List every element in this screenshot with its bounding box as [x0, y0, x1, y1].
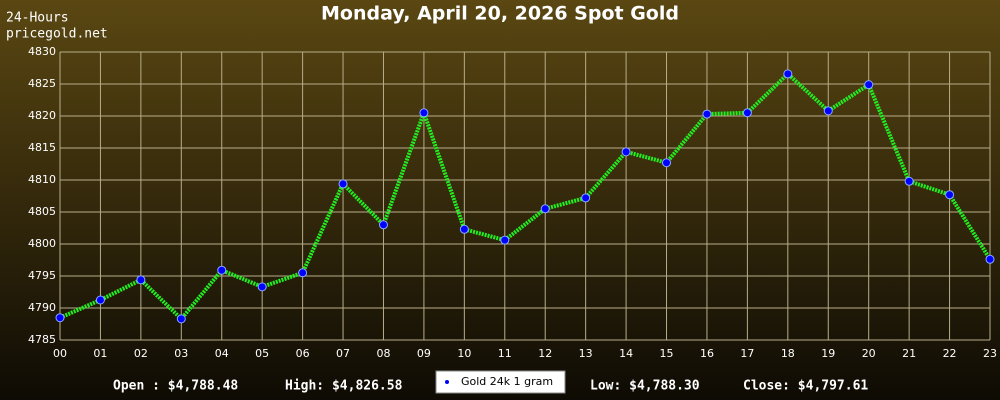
x-tick-label: 18 [781, 347, 795, 360]
annotation: pricegold.net [6, 27, 108, 42]
data-point [823, 106, 833, 116]
x-tick-label: 14 [619, 347, 633, 360]
y-tick-label: 4825 [28, 77, 56, 90]
data-point [742, 108, 752, 118]
data-point [985, 254, 995, 264]
y-tick-label: 4795 [28, 269, 56, 282]
data-point [217, 265, 227, 275]
data-point [176, 314, 186, 324]
stat-label: Close: $4,797.61 [743, 379, 868, 394]
x-tick-label: 22 [943, 347, 957, 360]
data-point [419, 108, 429, 118]
y-tick-label: 4800 [28, 237, 56, 250]
data-point [702, 109, 712, 119]
stat-label: High: $4,826.58 [285, 379, 403, 394]
y-tick-label: 4810 [28, 173, 56, 186]
x-tick-label: 06 [296, 347, 310, 360]
x-tick-label: 05 [255, 347, 269, 360]
x-tick-label: 13 [579, 347, 593, 360]
data-point [459, 224, 469, 234]
x-tick-label: 20 [862, 347, 876, 360]
x-tick-label: 07 [336, 347, 350, 360]
data-point [662, 158, 672, 168]
annotation: 24-Hours [6, 11, 69, 26]
stat-label: Low: $4,788.30 [590, 379, 700, 394]
data-point [864, 80, 874, 90]
data-point [540, 204, 550, 214]
y-tick-label: 4820 [28, 109, 56, 122]
y-tick-label: 4785 [28, 333, 56, 346]
x-tick-label: 11 [498, 347, 512, 360]
data-point [55, 313, 65, 323]
legend-box [435, 370, 566, 394]
data-point [621, 147, 631, 157]
x-tick-label: 02 [134, 347, 148, 360]
data-point [298, 268, 308, 278]
y-tick-label: 4805 [28, 205, 56, 218]
legend-label: Gold 24k 1 gram [461, 375, 553, 388]
y-tick-label: 4830 [28, 45, 56, 58]
x-tick-label: 04 [215, 347, 229, 360]
x-tick-label: 00 [53, 347, 67, 360]
chart-title: Monday, April 20, 2026 Spot Gold [321, 3, 679, 25]
x-tick-label: 19 [821, 347, 835, 360]
x-tick-label: 12 [538, 347, 552, 360]
x-tick-label: 15 [660, 347, 674, 360]
data-point [257, 282, 267, 292]
data-point [500, 235, 510, 245]
x-tick-label: 16 [700, 347, 714, 360]
data-point [136, 275, 146, 285]
legend-marker [445, 380, 449, 384]
data-point [338, 179, 348, 189]
data-point [783, 69, 793, 79]
data-point [95, 295, 105, 305]
stat-label: Open : $4,788.48 [113, 379, 238, 394]
x-tick-label: 23 [983, 347, 997, 360]
data-point [945, 190, 955, 200]
x-tick-label: 21 [902, 347, 916, 360]
legend [435, 370, 566, 394]
y-tick-label: 4790 [28, 301, 56, 314]
data-point [904, 176, 914, 186]
data-point [581, 193, 591, 203]
data-point [378, 220, 388, 230]
series-line [59, 71, 992, 322]
x-tick-label: 17 [740, 347, 754, 360]
y-tick-label: 4815 [28, 141, 56, 154]
x-tick-label: 03 [174, 347, 188, 360]
x-tick-label: 09 [417, 347, 431, 360]
x-tick-label: 08 [376, 347, 390, 360]
x-tick-label: 01 [93, 347, 107, 360]
x-tick-label: 10 [457, 347, 471, 360]
